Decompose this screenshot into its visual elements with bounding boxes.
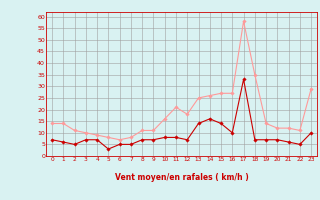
- X-axis label: Vent moyen/en rafales ( km/h ): Vent moyen/en rafales ( km/h ): [115, 173, 248, 182]
